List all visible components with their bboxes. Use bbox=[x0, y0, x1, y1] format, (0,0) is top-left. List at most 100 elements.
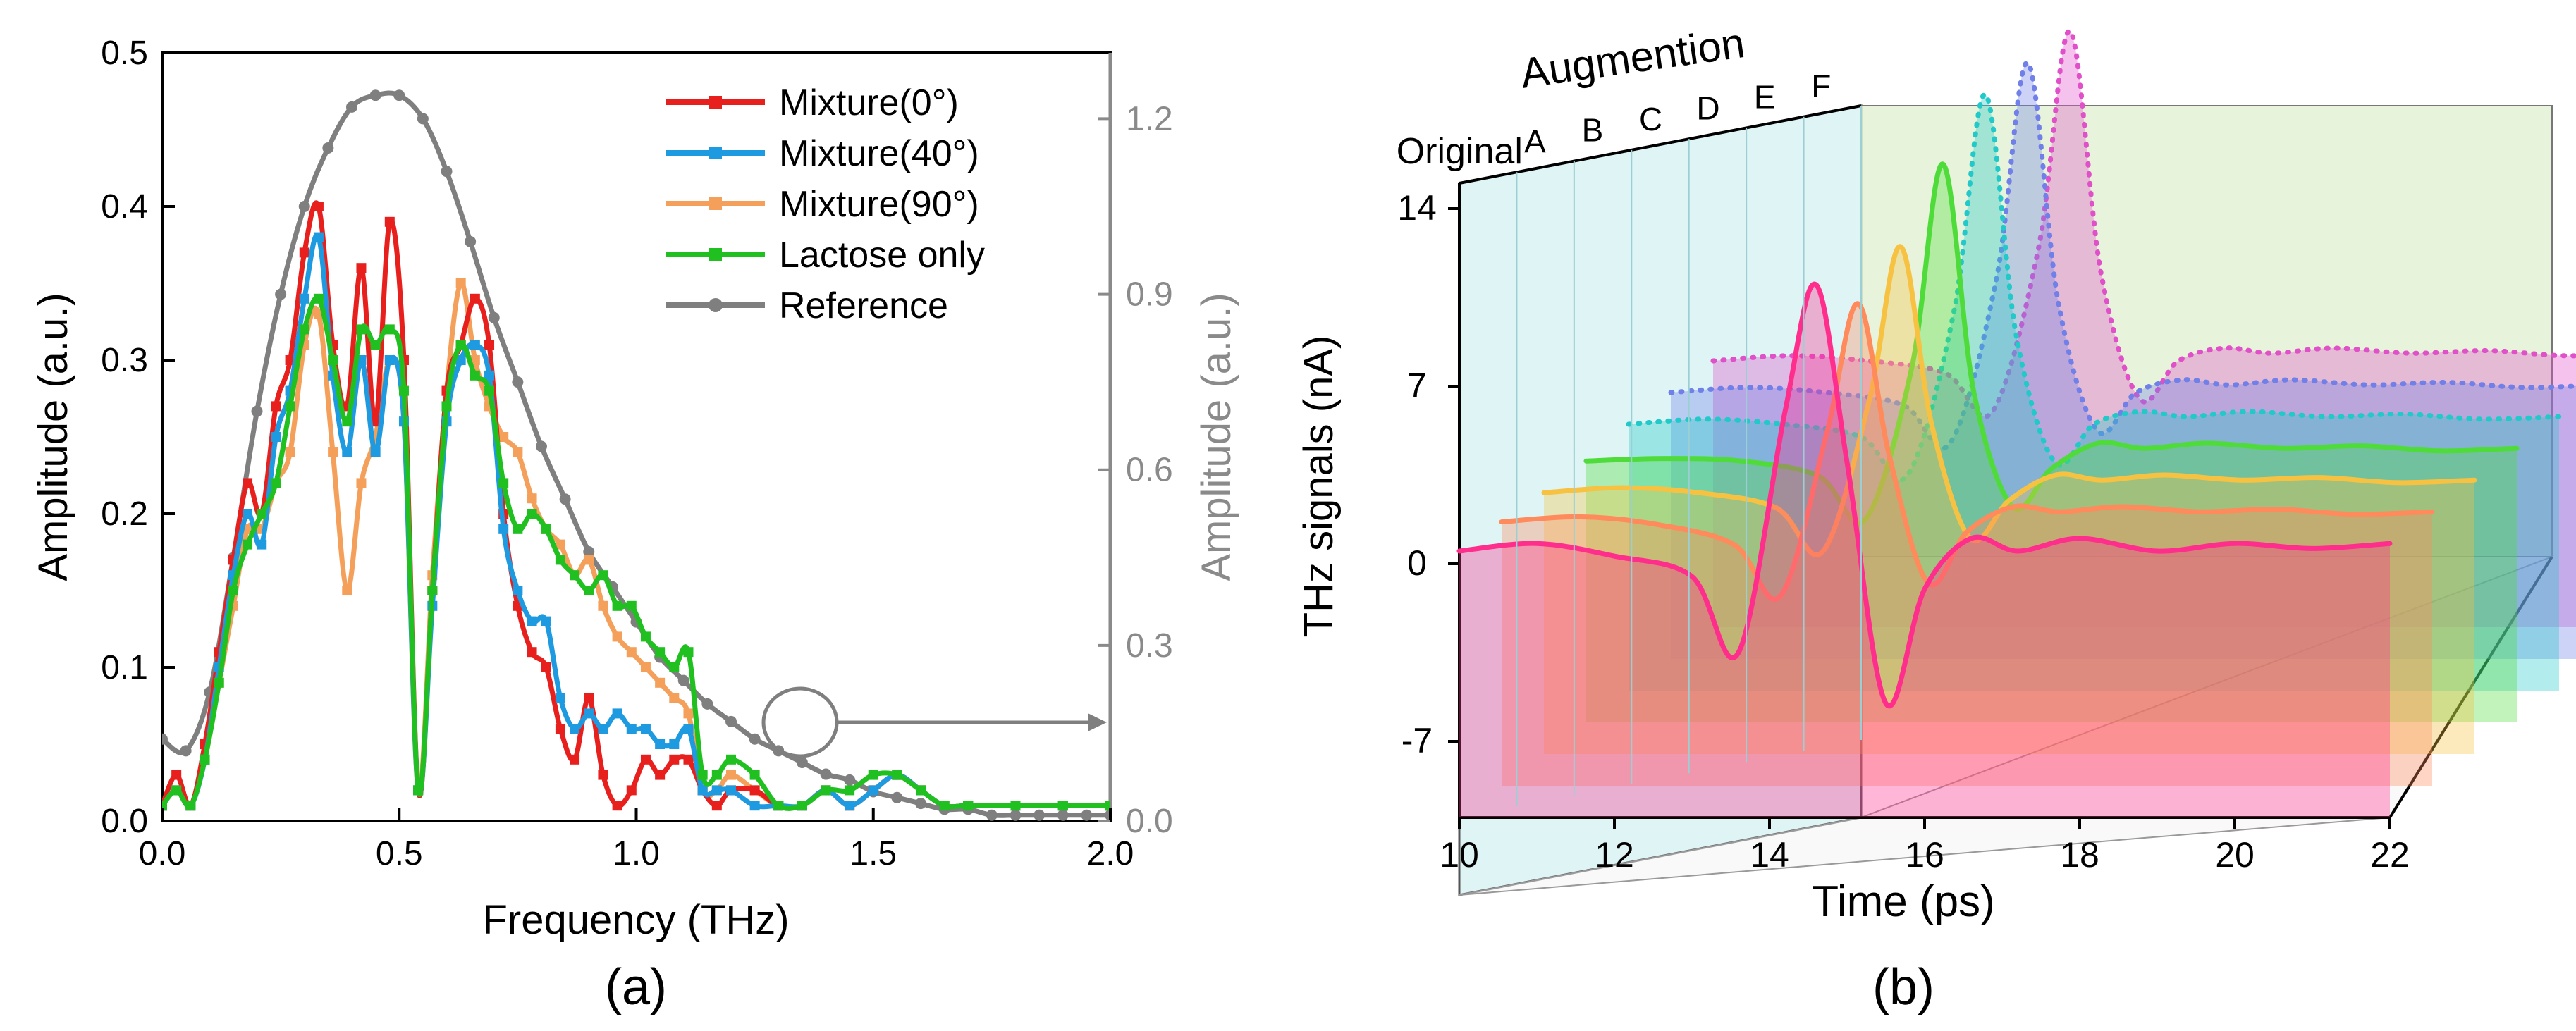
data-point bbox=[527, 647, 537, 658]
data-point bbox=[342, 447, 352, 457]
data-point bbox=[356, 263, 367, 273]
data-point bbox=[701, 698, 713, 710]
data-point bbox=[322, 142, 334, 154]
legend-label: Mixture(40°) bbox=[779, 133, 979, 174]
depth-tick-label: A bbox=[1524, 123, 1546, 159]
x-axis-label-b: Time (ps) bbox=[1812, 877, 1994, 926]
data-point bbox=[986, 809, 998, 821]
legend-label: Reference bbox=[779, 285, 948, 326]
data-point bbox=[369, 89, 381, 101]
data-point bbox=[243, 509, 253, 519]
data-point bbox=[313, 293, 324, 304]
y-tick-label: 0.5 bbox=[101, 35, 148, 72]
layer-fill bbox=[1459, 284, 2390, 817]
data-point bbox=[1057, 809, 1069, 821]
data-point bbox=[328, 355, 338, 365]
legend-item-mixture-40: Mixture(40°) bbox=[666, 133, 979, 174]
data-point bbox=[612, 600, 622, 611]
x-tick-label: 1.5 bbox=[850, 835, 897, 872]
legend-item-mixture-0: Mixture(0°) bbox=[666, 82, 959, 123]
data-point bbox=[821, 785, 831, 796]
panel-a: 0.0 0.5 1.0 1.5 2.00.00.10.20.30.40.50.00.30… bbox=[30, 35, 1239, 1015]
y-right-tick-label: 0.3 bbox=[1126, 627, 1173, 665]
data-point bbox=[583, 545, 595, 557]
data-point bbox=[498, 478, 509, 488]
data-point bbox=[271, 478, 281, 488]
data-point bbox=[342, 416, 352, 427]
data-point bbox=[697, 785, 708, 796]
data-point bbox=[298, 201, 310, 212]
data-point bbox=[749, 801, 760, 811]
data-point bbox=[868, 770, 878, 780]
y-tick-label: 7 bbox=[1407, 366, 1427, 405]
data-point bbox=[470, 293, 480, 304]
data-point bbox=[915, 798, 926, 810]
y-right-axis-label-a: Amplitude (a.u.) bbox=[1194, 292, 1239, 581]
panel-label-b: (b) bbox=[1872, 959, 1934, 1015]
x-tick-label: 0.5 bbox=[376, 835, 423, 872]
legend-item-lactose-only: Lactose only bbox=[666, 235, 985, 276]
data-point bbox=[939, 801, 950, 811]
x-tick-label: 10 bbox=[1440, 835, 1479, 875]
legend-swatch-marker bbox=[709, 147, 722, 159]
data-point bbox=[484, 385, 495, 396]
data-point bbox=[527, 509, 537, 519]
data-point bbox=[626, 600, 637, 611]
data-point bbox=[356, 478, 367, 488]
data-point bbox=[584, 586, 594, 595]
data-point bbox=[669, 739, 680, 749]
data-point bbox=[251, 405, 263, 417]
y-tick-label: 0.4 bbox=[101, 188, 148, 226]
data-point bbox=[162, 733, 168, 745]
right-depth-edge bbox=[2388, 555, 2553, 819]
data-point bbox=[484, 340, 495, 350]
data-point bbox=[683, 754, 694, 765]
data-point bbox=[285, 447, 295, 457]
data-point bbox=[598, 600, 608, 611]
data-point bbox=[726, 770, 736, 780]
data-point bbox=[484, 370, 495, 381]
data-point bbox=[612, 708, 622, 719]
data-point bbox=[669, 754, 680, 765]
x-tick-label: 20 bbox=[2215, 835, 2255, 875]
layer-line bbox=[1626, 92, 2562, 483]
data-point bbox=[299, 247, 309, 258]
data-point bbox=[677, 674, 689, 686]
data-point bbox=[697, 770, 708, 780]
y-tick-label: 0.1 bbox=[101, 649, 148, 686]
data-point bbox=[527, 616, 537, 626]
data-point bbox=[275, 288, 287, 300]
data-point bbox=[584, 693, 594, 703]
y-right-tick-label: 0.9 bbox=[1126, 276, 1173, 314]
data-point bbox=[655, 739, 666, 749]
data-point bbox=[820, 768, 832, 780]
data-point bbox=[370, 340, 381, 350]
data-point bbox=[891, 791, 903, 803]
data-point bbox=[683, 724, 694, 734]
data-point bbox=[584, 708, 594, 719]
data-point bbox=[669, 693, 680, 703]
layer-line bbox=[1456, 281, 2393, 709]
data-point bbox=[313, 202, 324, 211]
data-point bbox=[749, 770, 760, 780]
data-point bbox=[726, 785, 736, 796]
data-point bbox=[683, 708, 694, 719]
data-point bbox=[555, 539, 565, 550]
data-point bbox=[328, 447, 338, 457]
data-point bbox=[180, 745, 192, 757]
layer-e bbox=[1668, 60, 2576, 659]
data-point bbox=[598, 724, 608, 734]
data-point bbox=[417, 113, 429, 125]
y-right-tick-label: 0.6 bbox=[1126, 452, 1173, 489]
series-lactose-only bbox=[162, 293, 1110, 811]
data-point bbox=[370, 416, 381, 427]
data-point bbox=[413, 785, 424, 796]
data-point bbox=[498, 524, 509, 534]
layer-line bbox=[1541, 244, 2477, 557]
depth-tick-label: E bbox=[1754, 79, 1776, 116]
depth-axis-title: Augmention bbox=[1517, 19, 1747, 97]
x-tick-label: 1.0 bbox=[613, 835, 660, 872]
data-point bbox=[441, 401, 452, 412]
legend-item-reference: Reference bbox=[666, 285, 948, 326]
x-tick-label: 16 bbox=[1905, 835, 1944, 875]
